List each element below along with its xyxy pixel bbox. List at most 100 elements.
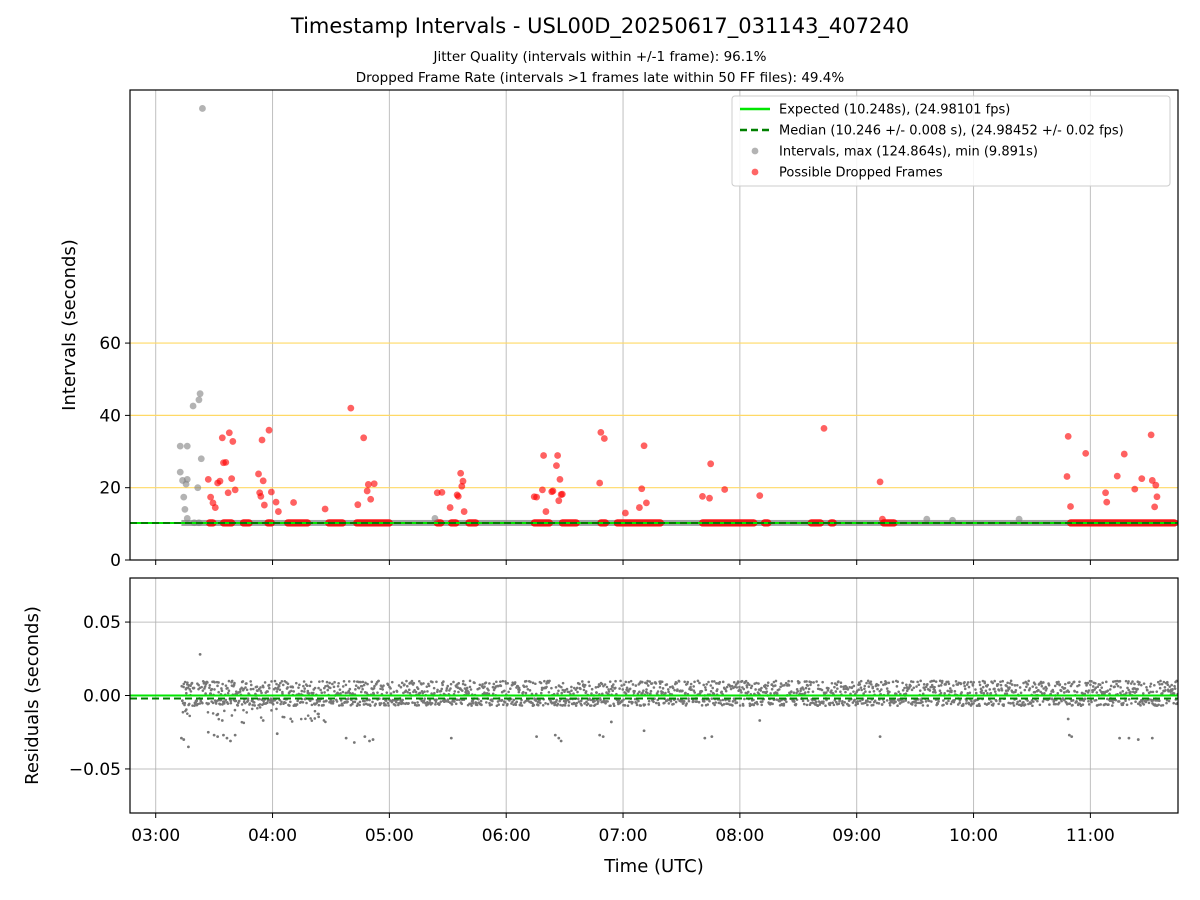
residual-outlier-point — [1136, 738, 1140, 741]
residual-point — [331, 702, 335, 705]
dropped-frame-point — [367, 495, 375, 503]
residual-point — [1051, 690, 1055, 693]
interval-point — [176, 442, 184, 450]
residual-point — [318, 680, 321, 683]
residual-point — [487, 692, 491, 696]
interval-point — [197, 455, 205, 463]
residual-point — [333, 689, 336, 693]
residual-point — [787, 679, 790, 683]
residual-point — [859, 686, 863, 689]
residual-point — [939, 684, 943, 687]
dropped-frame-point — [321, 505, 329, 513]
residual-point — [1009, 702, 1012, 705]
dropped-frame-point — [290, 499, 297, 506]
residual-point — [1057, 680, 1060, 684]
residual-point — [331, 682, 334, 686]
residual-point — [856, 700, 860, 703]
residual-point — [220, 689, 224, 693]
residual-point — [1094, 681, 1097, 685]
residual-point — [706, 703, 710, 706]
residual-point — [1031, 685, 1035, 688]
residual-point — [639, 704, 643, 707]
residual-point — [411, 701, 414, 704]
residual-point — [770, 683, 774, 686]
residual-point — [991, 681, 995, 685]
residual-point — [729, 687, 733, 691]
residual-point — [412, 681, 416, 685]
residual-point — [567, 700, 571, 704]
residual-point — [765, 687, 768, 690]
residual-point — [271, 702, 275, 706]
residual-point — [1163, 686, 1167, 689]
residual-point — [612, 683, 615, 686]
residual-point — [848, 686, 851, 689]
residual-point — [284, 701, 287, 705]
residual-point — [857, 688, 861, 692]
residual-point — [1175, 679, 1178, 683]
residual-point — [993, 687, 996, 691]
residual-point — [563, 704, 567, 707]
residual-point — [1165, 701, 1168, 705]
residual-point — [1113, 685, 1116, 689]
residual-point — [465, 686, 469, 690]
residual-point — [425, 685, 429, 688]
residual-point — [250, 707, 254, 711]
residual-point — [841, 699, 844, 703]
residual-point — [481, 683, 484, 686]
residual-point — [1153, 683, 1156, 687]
interval-point — [183, 442, 191, 450]
residual-outlier-point — [1118, 736, 1121, 740]
residual-point — [849, 692, 852, 696]
residual-point — [912, 686, 916, 690]
residual-point — [275, 701, 279, 704]
residual-point — [697, 700, 701, 704]
residual-point — [525, 679, 528, 683]
residual-point — [323, 691, 326, 694]
dropped-frame-point — [218, 434, 226, 442]
residual-point — [1023, 703, 1027, 706]
residual-point — [602, 684, 605, 688]
dropped-frame-point — [267, 488, 275, 496]
residual-point — [654, 701, 658, 705]
residual-point — [958, 701, 961, 705]
residual-point — [281, 683, 285, 687]
interval-point — [182, 480, 190, 488]
residual-point — [220, 687, 223, 690]
residual-point — [1016, 700, 1019, 704]
residual-point — [470, 704, 473, 707]
residual-point — [384, 703, 388, 707]
residual-point — [189, 690, 193, 693]
residual-point — [793, 700, 796, 703]
residual-point — [1057, 701, 1061, 705]
residual-point — [506, 682, 510, 685]
residual-point — [386, 683, 390, 687]
residual-point — [500, 698, 504, 702]
residual-point — [410, 679, 414, 683]
residual-point — [1172, 692, 1176, 695]
residual-point — [777, 688, 781, 691]
residual-point — [1075, 690, 1079, 694]
dropped-frame-point — [225, 429, 233, 437]
residual-point — [297, 686, 300, 689]
residual-point — [499, 684, 503, 688]
residual-point — [573, 702, 577, 705]
legend-label: Median (10.246 +/- 0.008 s), (24.98452 +… — [779, 124, 1124, 139]
dropped-frame-point — [207, 493, 215, 501]
residual-point — [1104, 702, 1107, 706]
residual-point — [241, 680, 245, 683]
residual-point — [832, 703, 836, 707]
residual-point — [208, 686, 211, 690]
residual-point — [503, 689, 506, 693]
residual-point — [923, 688, 927, 691]
residual-point — [427, 682, 430, 686]
residual-point — [1035, 686, 1038, 689]
residual-point — [249, 683, 253, 687]
residual-point — [1081, 703, 1085, 706]
residual-point — [645, 688, 648, 691]
residual-point — [872, 689, 876, 693]
dropped-frame-point — [1103, 498, 1111, 506]
residual-point — [579, 699, 583, 703]
residual-point — [1085, 684, 1088, 687]
residual-point — [1166, 683, 1170, 687]
residual-point — [457, 690, 460, 694]
